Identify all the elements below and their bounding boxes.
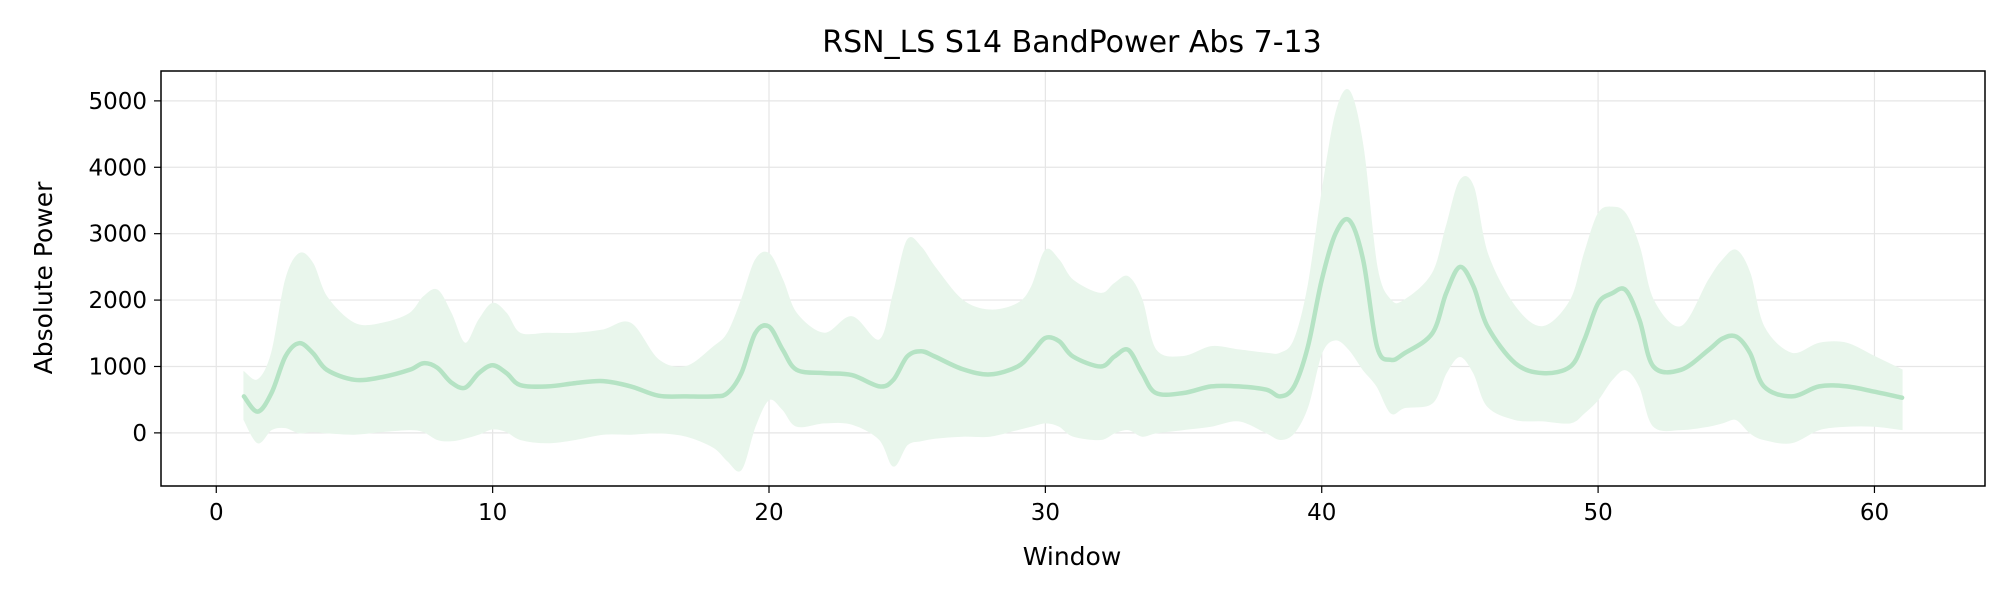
y-ticks: 0 1000 2000 3000 4000 5000 <box>88 89 161 447</box>
x-tick-label: 20 <box>754 500 783 526</box>
series-lines <box>241 216 1905 414</box>
chart-title: RSN_LS S14 BandPower Abs 7-13 <box>822 25 1321 60</box>
x-ticks: 0 10 20 30 40 50 60 <box>209 486 1889 526</box>
y-tick-label: 4000 <box>88 155 147 181</box>
y-tick-label: 5000 <box>88 89 147 115</box>
x-tick-label: 30 <box>1031 500 1060 526</box>
x-axis-title: Window <box>1023 542 1122 571</box>
x-tick-label: 50 <box>1583 500 1612 526</box>
y-tick-label: 3000 <box>88 222 147 248</box>
x-tick-label: 10 <box>478 500 507 526</box>
confidence-band <box>243 89 1903 472</box>
y-tick-label: 1000 <box>88 354 147 380</box>
x-tick-label: 0 <box>209 500 224 526</box>
x-tick-label: 60 <box>1860 500 1889 526</box>
series-line <box>241 216 1905 414</box>
y-tick-label: 2000 <box>88 288 147 314</box>
y-axis-title: Absolute Power <box>29 181 58 375</box>
plot-area-frame <box>160 70 1986 487</box>
y-tick-label: 0 <box>132 421 147 447</box>
x-tick-label: 40 <box>1307 500 1336 526</box>
series-band <box>243 89 1903 472</box>
